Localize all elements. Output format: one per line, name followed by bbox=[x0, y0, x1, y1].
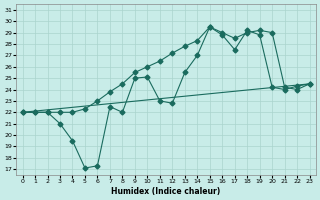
X-axis label: Humidex (Indice chaleur): Humidex (Indice chaleur) bbox=[111, 187, 221, 196]
